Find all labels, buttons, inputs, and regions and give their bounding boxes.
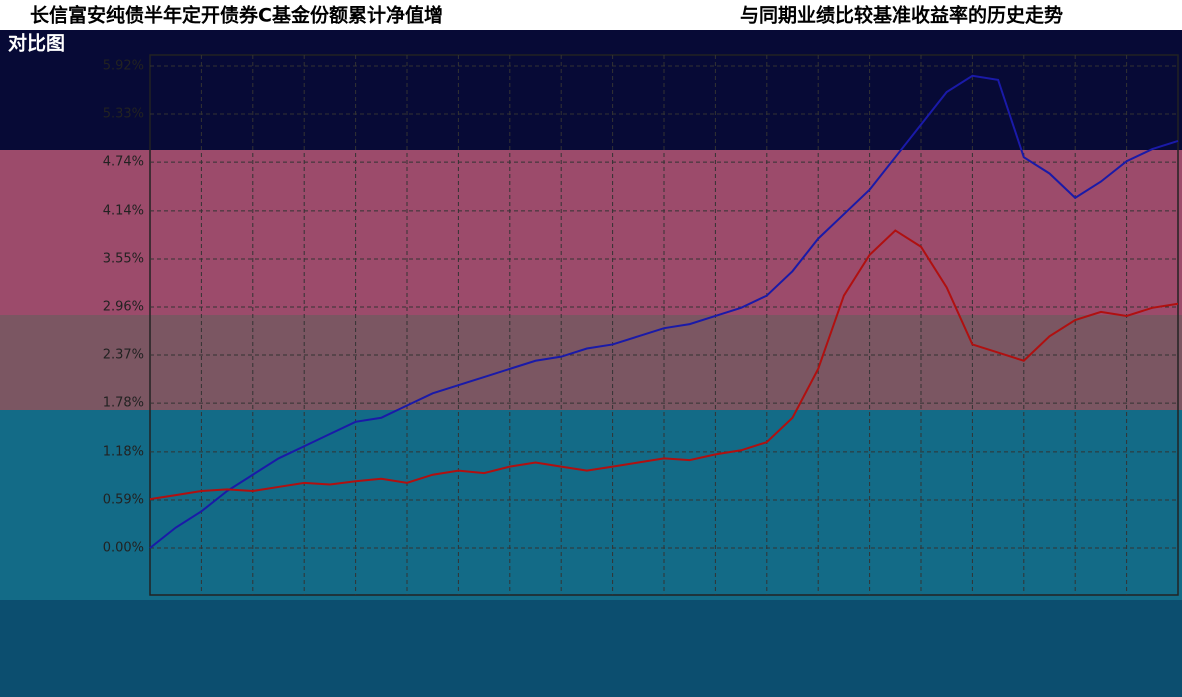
- series-line: [149, 229, 1179, 501]
- y-tick-label: 1.78%: [103, 396, 144, 411]
- y-tick-label: 3.55%: [103, 251, 144, 266]
- y-tick-label: 0.59%: [103, 492, 144, 507]
- y-tick-label: 2.96%: [103, 300, 144, 315]
- y-tick-label: 4.14%: [103, 203, 144, 218]
- y-tick-label: 5.92%: [103, 59, 144, 74]
- y-tick-label: 2.37%: [103, 348, 144, 363]
- y-tick-label: 0.00%: [103, 541, 144, 556]
- chart-title: 与同期业绩比较基准收益率的历史走势: [740, 4, 1063, 27]
- background: [0, 30, 1182, 697]
- chart-title: 对比图: [8, 32, 65, 55]
- y-tick-label: 1.18%: [103, 444, 144, 459]
- y-tick-label: 4.74%: [103, 155, 144, 170]
- series-line: [149, 74, 1179, 549]
- y-tick-label: 5.33%: [103, 107, 144, 122]
- chart-title: 长信富安纯债半年定开债券C基金份额累计净值增: [30, 4, 443, 27]
